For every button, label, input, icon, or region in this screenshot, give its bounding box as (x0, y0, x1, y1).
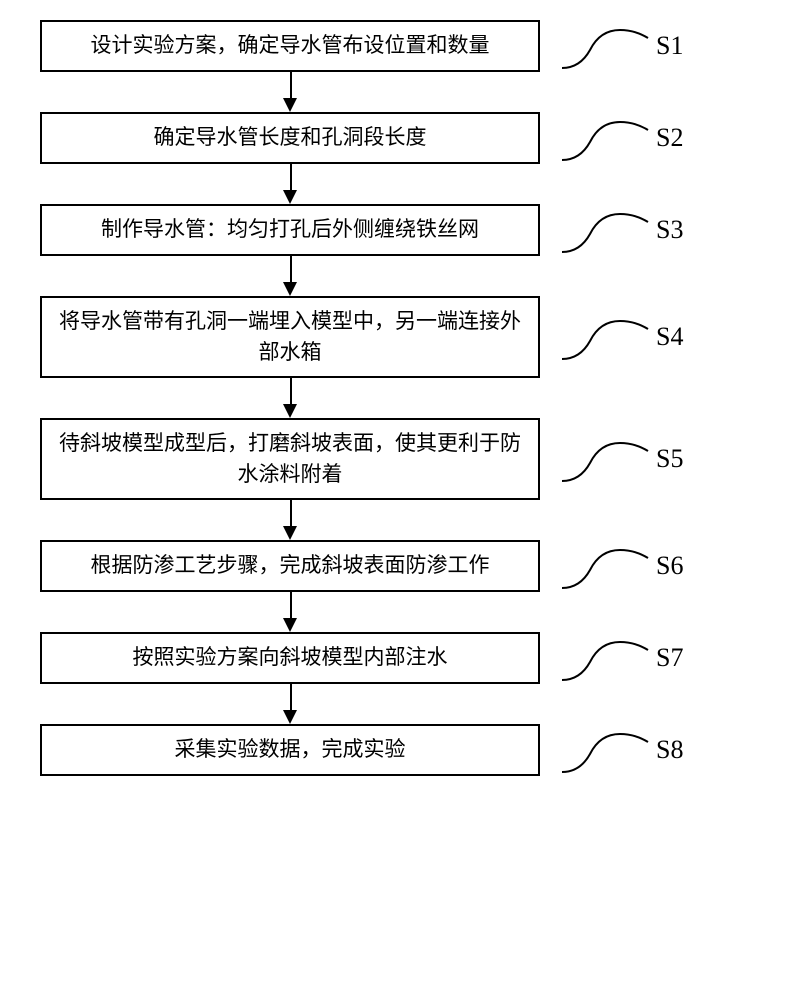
step-text: 根据防渗工艺步骤，完成斜坡表面防渗工作 (91, 550, 490, 582)
arrow-line (290, 378, 292, 406)
step-label-wrap-s5: S5 (560, 418, 683, 500)
step-label: S8 (656, 735, 683, 765)
arrow-line (290, 256, 292, 284)
arrow-head-icon (283, 526, 297, 540)
step-box-s8: 采集实验数据，完成实验 (40, 724, 540, 776)
step-label: S6 (656, 551, 683, 581)
step-row-s2: 确定导水管长度和孔洞段长度 S2 (40, 112, 760, 164)
arrow-line (290, 684, 292, 712)
arrow-head-icon (283, 618, 297, 632)
brace-connector (560, 431, 650, 487)
arrow-s2-to-s3 (40, 164, 540, 204)
step-label: S3 (656, 215, 683, 245)
step-label-wrap-s4: S4 (560, 296, 683, 378)
step-row-s6: 根据防渗工艺步骤，完成斜坡表面防渗工作 S6 (40, 540, 760, 592)
step-label: S5 (656, 444, 683, 474)
arrow-head-icon (283, 282, 297, 296)
arrow-s1-to-s2 (40, 72, 540, 112)
arrow-s6-to-s7 (40, 592, 540, 632)
arrow-line (290, 500, 292, 528)
step-row-s8: 采集实验数据，完成实验 S8 (40, 724, 760, 776)
step-box-s6: 根据防渗工艺步骤，完成斜坡表面防渗工作 (40, 540, 540, 592)
step-label-wrap-s6: S6 (560, 540, 683, 592)
step-text: 待斜坡模型成型后，打磨斜坡表面，使其更利于防水涂料附着 (58, 428, 522, 491)
arrow-s7-to-s8 (40, 684, 540, 724)
step-box-s2: 确定导水管长度和孔洞段长度 (40, 112, 540, 164)
step-text: 设计实验方案，确定导水管布设位置和数量 (91, 30, 490, 62)
arrow-line (290, 72, 292, 100)
brace-connector (560, 630, 650, 686)
arrow-line (290, 164, 292, 192)
step-text: 制作导水管：均匀打孔后外侧缠绕铁丝网 (101, 214, 479, 246)
step-text: 将导水管带有孔洞一端埋入模型中，另一端连接外部水箱 (58, 306, 522, 369)
step-label-wrap-s2: S2 (560, 112, 683, 164)
step-label: S1 (656, 31, 683, 61)
brace-connector (560, 110, 650, 166)
brace-connector (560, 18, 650, 74)
step-box-s5: 待斜坡模型成型后，打磨斜坡表面，使其更利于防水涂料附着 (40, 418, 540, 500)
step-box-s7: 按照实验方案向斜坡模型内部注水 (40, 632, 540, 684)
step-box-s1: 设计实验方案，确定导水管布设位置和数量 (40, 20, 540, 72)
step-text: 采集实验数据，完成实验 (175, 734, 406, 766)
step-label: S4 (656, 322, 683, 352)
step-row-s1: 设计实验方案，确定导水管布设位置和数量 S1 (40, 20, 760, 72)
arrow-line (290, 592, 292, 620)
brace-connector (560, 309, 650, 365)
step-label: S7 (656, 643, 683, 673)
arrow-s5-to-s6 (40, 500, 540, 540)
step-row-s5: 待斜坡模型成型后，打磨斜坡表面，使其更利于防水涂料附着 S5 (40, 418, 760, 500)
brace-connector (560, 202, 650, 258)
step-row-s3: 制作导水管：均匀打孔后外侧缠绕铁丝网 S3 (40, 204, 760, 256)
step-label-wrap-s1: S1 (560, 20, 683, 72)
step-label-wrap-s8: S8 (560, 724, 683, 776)
arrow-head-icon (283, 404, 297, 418)
step-row-s4: 将导水管带有孔洞一端埋入模型中，另一端连接外部水箱 S4 (40, 296, 760, 378)
step-box-s4: 将导水管带有孔洞一端埋入模型中，另一端连接外部水箱 (40, 296, 540, 378)
arrow-s4-to-s5 (40, 378, 540, 418)
arrow-s3-to-s4 (40, 256, 540, 296)
step-label-wrap-s3: S3 (560, 204, 683, 256)
step-text: 确定导水管长度和孔洞段长度 (154, 122, 427, 154)
step-label-wrap-s7: S7 (560, 632, 683, 684)
step-text: 按照实验方案向斜坡模型内部注水 (133, 642, 448, 674)
flowchart-container: 设计实验方案，确定导水管布设位置和数量 S1 确定导水管长度和孔洞段长度 S2 制作导水… (40, 20, 760, 776)
step-box-s3: 制作导水管：均匀打孔后外侧缠绕铁丝网 (40, 204, 540, 256)
arrow-head-icon (283, 190, 297, 204)
brace-connector (560, 538, 650, 594)
arrow-head-icon (283, 710, 297, 724)
step-row-s7: 按照实验方案向斜坡模型内部注水 S7 (40, 632, 760, 684)
brace-connector (560, 722, 650, 778)
arrow-head-icon (283, 98, 297, 112)
step-label: S2 (656, 123, 683, 153)
